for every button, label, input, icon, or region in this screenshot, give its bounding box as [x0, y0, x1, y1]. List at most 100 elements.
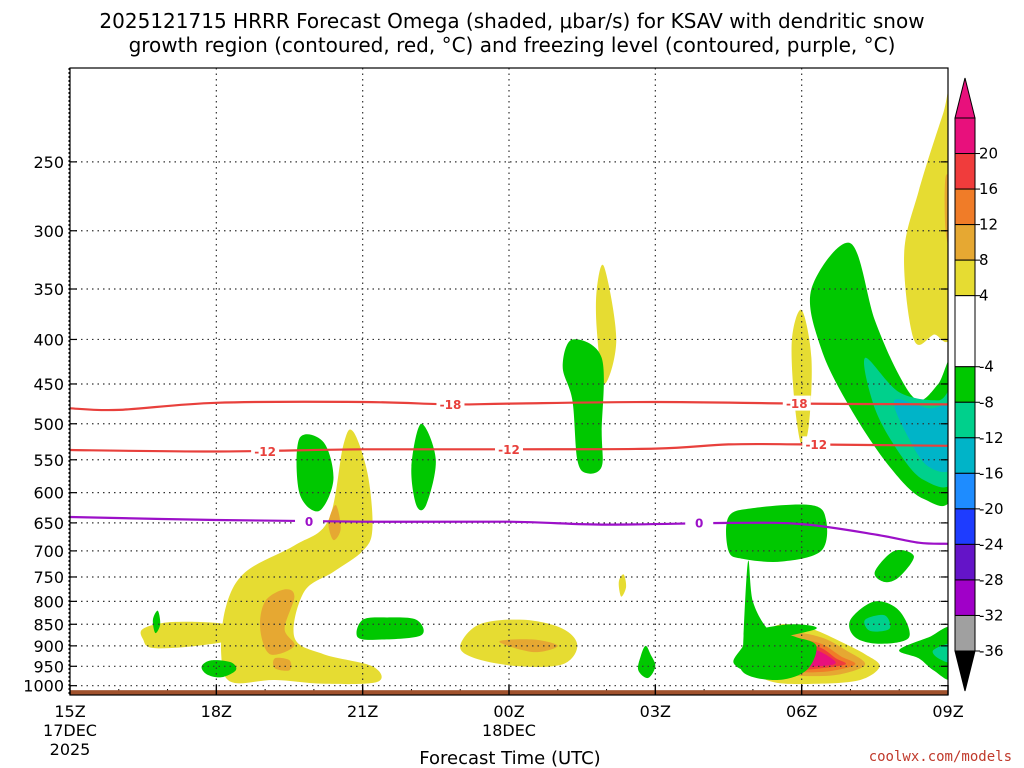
colorbar-tick-label: -4 [979, 358, 994, 376]
colorbar-bin [954, 614, 976, 652]
omega-region [899, 626, 948, 680]
colorbar-bin [954, 153, 976, 190]
colorbar-bin [954, 579, 976, 616]
omega-region [740, 560, 817, 681]
colorbar-bin [954, 437, 976, 474]
x-tick-label: 00Z [493, 702, 524, 721]
x-tick-label: 09Z [932, 702, 963, 721]
colorbar-bin [954, 117, 976, 155]
omega-region [562, 339, 604, 474]
omega-region [726, 504, 828, 562]
omega-shading [140, 90, 948, 685]
colorbar-bin [954, 259, 976, 297]
contour-label: 0 [305, 515, 313, 529]
y-tick-label: 700 [33, 542, 64, 561]
colorbar-bin [954, 295, 976, 368]
colorbar-tick-label: -24 [979, 535, 1004, 553]
contour-label-bg [436, 396, 465, 412]
colorbar: 20 16 12 8 4 -4 -8 -12 -16 -20 -24 -28 -32 -36 [954, 77, 1004, 692]
contour-label-bg [685, 514, 714, 530]
colorbar-tick-label: -20 [979, 500, 1004, 518]
contour-label: -12 [498, 443, 520, 457]
omega-region [944, 174, 948, 246]
colorbar-tick-label: -32 [979, 606, 1004, 624]
contour-line [70, 400, 948, 412]
colorbar-tick-label: -16 [979, 464, 1004, 482]
colorbar-tick-label: 20 [979, 145, 998, 163]
omega-region [791, 309, 812, 447]
source-credit[interactable]: coolwx.com/models [869, 749, 1012, 765]
contour-label: -18 [786, 397, 808, 411]
omega-region [864, 614, 891, 632]
x-tick-label: 21Z [347, 702, 378, 721]
x-tick-date: 18DEC [482, 721, 536, 740]
y-tick-label: 400 [33, 330, 64, 349]
omega-region [140, 621, 243, 649]
contour-label: -18 [440, 398, 462, 412]
contour-line [70, 442, 948, 453]
x-tick-label: 15Z [54, 702, 85, 721]
y-tick-label: 900 [33, 637, 64, 656]
colorbar-over-arrow [954, 77, 976, 119]
y-tick-label: 500 [33, 415, 64, 434]
y-tick-label: 1000 [23, 677, 64, 696]
colorbar-tick-label: -36 [979, 642, 1004, 660]
omega-region [595, 264, 617, 385]
colorbar-tick-label: 4 [979, 287, 989, 305]
y-tick-label: 850 [33, 615, 64, 634]
colorbar-tick-label: -12 [979, 429, 1004, 447]
omega-region [932, 643, 948, 663]
omega-region [904, 90, 948, 345]
colorbar-tick-label: -28 [979, 571, 1004, 589]
contour-label: -12 [805, 438, 827, 452]
y-tick-label: 650 [33, 514, 64, 533]
contour-label-bg [782, 395, 811, 411]
contour-label-bg [495, 441, 523, 457]
omega-region [152, 610, 161, 634]
omega-region [260, 589, 295, 655]
colorbar-bin [954, 472, 976, 510]
colorbar-bin [954, 401, 976, 439]
omega-region [637, 645, 656, 679]
chart-title-line2: growth region (contoured, red, °C) and f… [129, 33, 896, 57]
y-tick-label: 450 [33, 375, 64, 394]
x-tick-label: 03Z [640, 702, 671, 721]
y-tick-label: 350 [33, 280, 64, 299]
y-tick-label: 600 [33, 484, 64, 503]
colorbar-bin [954, 188, 976, 226]
colorbar-tick-label: 16 [979, 180, 998, 198]
omega-region [201, 660, 237, 678]
chart-title-line1: 2025121715 HRRR Forecast Omega (shaded, … [99, 9, 924, 33]
colorbar-bin [954, 224, 976, 261]
omega-region [356, 617, 424, 640]
x-tick-label: 18Z [201, 702, 232, 721]
y-tick-label: 300 [33, 222, 64, 241]
x-tick-date: 17DEC [43, 721, 97, 740]
omega-region [273, 657, 292, 671]
contour-label: -12 [254, 445, 276, 459]
colorbar-tick-label: 8 [979, 251, 989, 269]
omega-region [411, 423, 436, 511]
y-tick-label: 800 [33, 592, 64, 611]
contour-line [70, 515, 948, 545]
contours: -18 -18 -12 -12 -12 0 0 [70, 395, 948, 545]
colorbar-tick-label: -8 [979, 393, 994, 411]
y-axis: 250 300 350 400 450 500 550 600 650 700 750 800 850 9… [23, 68, 948, 696]
contour-label-bg [295, 513, 324, 529]
omega-region [618, 574, 627, 597]
omega-region [499, 639, 558, 653]
omega-region [893, 399, 948, 473]
x-tick-year: 2025 [50, 740, 91, 759]
colorbar-under-arrow [954, 650, 976, 692]
omega-region [296, 434, 334, 512]
colorbar-bin [954, 508, 976, 545]
contour-label-bg [802, 436, 831, 452]
y-tick-label: 950 [33, 657, 64, 676]
colorbar-bin [954, 366, 976, 403]
colorbar-bin [954, 543, 976, 581]
y-tick-label: 250 [33, 153, 64, 172]
x-axis-label: Forecast Time (UTC) [419, 748, 600, 768]
colorbar-tick-label: 12 [979, 216, 998, 234]
